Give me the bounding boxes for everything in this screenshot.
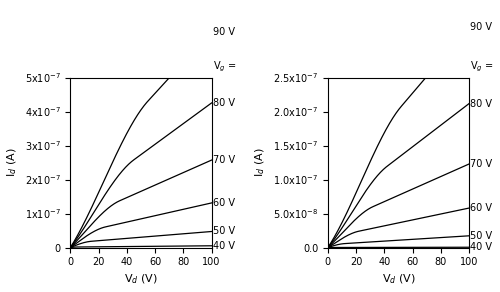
- Text: 80 V: 80 V: [213, 98, 235, 108]
- Text: 40 V: 40 V: [470, 242, 492, 252]
- Text: 90 V: 90 V: [213, 27, 235, 36]
- Y-axis label: I$_d$ (A): I$_d$ (A): [254, 148, 267, 177]
- Text: 60 V: 60 V: [213, 198, 235, 208]
- Text: 80 V: 80 V: [470, 99, 492, 109]
- Y-axis label: I$_d$ (A): I$_d$ (A): [6, 148, 19, 177]
- Text: 60 V: 60 V: [470, 203, 492, 213]
- Text: 50 V: 50 V: [470, 231, 492, 241]
- Text: 40 V: 40 V: [213, 241, 235, 251]
- Text: 90 V: 90 V: [470, 22, 492, 32]
- Text: 70 V: 70 V: [470, 159, 492, 169]
- X-axis label: V$_d$ (V): V$_d$ (V): [124, 273, 158, 286]
- Text: 50 V: 50 V: [213, 227, 235, 237]
- Text: V$_g$ =: V$_g$ =: [470, 60, 494, 74]
- X-axis label: V$_d$ (V): V$_d$ (V): [382, 273, 416, 286]
- Text: 70 V: 70 V: [213, 155, 235, 165]
- Text: V$_g$ =: V$_g$ =: [213, 60, 236, 74]
